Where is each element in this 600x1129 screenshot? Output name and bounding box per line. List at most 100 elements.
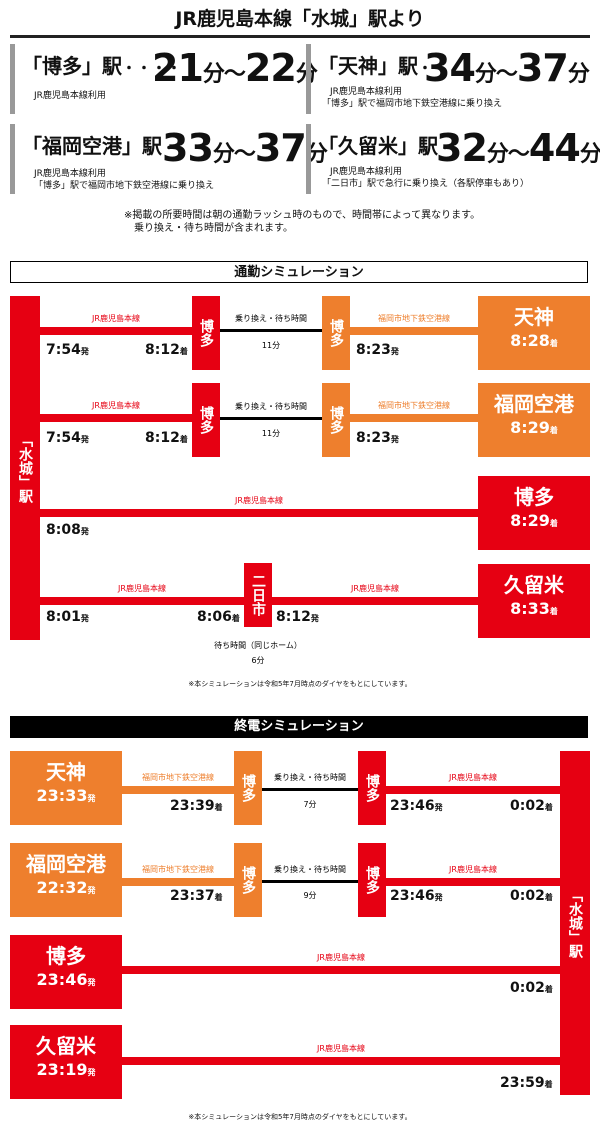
wait-label: 待ち時間（同じホーム） <box>214 641 302 650</box>
subway-line-bar <box>122 878 234 886</box>
hakata-station-box: 博多 <box>192 383 220 457</box>
jr-line-bar <box>122 966 560 974</box>
subway-line-bar <box>350 414 478 422</box>
jr-line-bar <box>272 597 478 605</box>
last-train-footnote: ※本シミュレーションは令和5年7月時点のダイヤをもとにしています。 <box>188 1113 412 1121</box>
hakata-station-box: 博多 <box>192 296 220 370</box>
destination-box-tenjin: 天神 8:28着 <box>478 296 590 370</box>
departure-time: 7:54発 <box>46 430 89 446</box>
arrival-time: 23:59着 <box>500 1075 553 1091</box>
jr-line-label: JR鹿児島本線 <box>92 401 140 410</box>
jr-line-bar <box>40 509 478 517</box>
travel-card-fukuoka-airport: 「福岡空港」駅・ 33分〜37分 JR鹿児島本線利用 「博多」駅で福岡市地下鉄空… <box>10 124 328 194</box>
hakata-subway-box: 博多 <box>234 843 262 917</box>
transfer-minutes: 11分 <box>261 341 281 350</box>
subway-line-label: 福岡市地下鉄空港線 <box>378 401 450 410</box>
card-destination: 「久留米」駅 <box>318 134 438 158</box>
destination-box-fukuoka-airport: 福岡空港 8:29着 <box>478 383 590 457</box>
travel-card-tenjin: 「天神」駅・・ 34分〜37分 JR鹿児島本線利用 「博多」駅で福岡市地下鉄空港… <box>306 44 590 114</box>
page-title: JR鹿児島本線「水城」駅より <box>175 8 425 30</box>
title-divider <box>10 35 590 38</box>
hakata-subway-box: 博多 <box>322 383 350 457</box>
arrival-time: 0:02着 <box>510 888 553 904</box>
card-time: 32分〜44分 <box>436 126 600 170</box>
jr-line-label: JR鹿児島本線 <box>449 773 497 782</box>
jr-line-bar <box>386 878 560 886</box>
card-note: 「二日市」駅で急行に乗り換え（各駅停車もあり） <box>322 179 530 189</box>
destination-box-hakata: 博多 8:29着 <box>478 476 590 550</box>
hakata-subway-box: 博多 <box>234 751 262 825</box>
hakata-subway-box: 博多 <box>322 296 350 370</box>
subway-line-bar <box>350 327 478 335</box>
transfer-line <box>220 329 322 332</box>
origin-box-hakata: 博多 23:46発 <box>10 935 122 1009</box>
header-note: 乗り換え・待ち時間が含まれます。 <box>134 223 293 234</box>
card-note: JR鹿児島本線利用 <box>34 169 106 179</box>
jr-line-label: JR鹿児島本線 <box>351 584 399 593</box>
transfer-label: 乗り換え・待ち時間 <box>235 402 307 411</box>
subway-line-label: 福岡市地下鉄空港線 <box>378 314 450 323</box>
jr-line-bar <box>122 1057 560 1065</box>
hakata-arrival-time: 8:12着 <box>145 430 188 446</box>
card-note: JR鹿児島本線利用 <box>330 87 402 97</box>
subway-departure-time: 8:23発 <box>356 342 399 358</box>
origin-box-fukuoka-airport: 福岡空港 22:32発 <box>10 843 122 917</box>
card-destination: 「博多」駅 <box>22 54 122 78</box>
subway-line-label: 福岡市地下鉄空港線 <box>142 773 214 782</box>
card-destination: 「福岡空港」駅 <box>22 134 162 158</box>
card-time: 33分〜37分 <box>162 126 328 170</box>
card-destination: 「天神」駅 <box>318 54 418 78</box>
destination-box-kurume: 久留米 8:33着 <box>478 564 590 638</box>
commute-heading: 通勤シミュレーション <box>10 261 588 283</box>
transfer-label: 乗り換え・待ち時間 <box>274 773 346 782</box>
jr-departure-time: 23:46発 <box>390 888 443 904</box>
card-time: 21分〜22分 <box>152 46 318 90</box>
hakata-station-box: 博多 <box>358 751 386 825</box>
jr-line-bar <box>386 786 560 794</box>
futsukaichi-arrival-time: 8:06着 <box>197 609 240 625</box>
card-time: 34分〜37分 <box>424 46 590 90</box>
jr-line-bar <box>40 327 192 335</box>
wait-minutes: 6分 <box>251 656 265 665</box>
transfer-line <box>220 417 322 420</box>
subway-departure-time: 8:23発 <box>356 430 399 446</box>
subway-line-label: 福岡市地下鉄空港線 <box>142 865 214 874</box>
hakata-station-box: 博多 <box>358 843 386 917</box>
subway-line-bar <box>122 786 234 794</box>
transfer-minutes: 11分 <box>261 429 281 438</box>
transfer-minutes: 9分 <box>303 891 317 900</box>
card-note: 「博多」駅で福岡市地下鉄空港線に乗り換え <box>322 99 503 109</box>
card-note: 「博多」駅で福岡市地下鉄空港線に乗り換え <box>34 181 215 191</box>
origin-station-box: 「水城」駅 <box>10 296 40 640</box>
origin-box-tenjin: 天神 23:33発 <box>10 751 122 825</box>
departure-time: 8:08発 <box>46 522 89 538</box>
arrival-time: 0:02着 <box>510 980 553 996</box>
departure-time: 8:01発 <box>46 609 89 625</box>
futsukaichi-departure-time: 8:12発 <box>276 609 319 625</box>
card-note: JR鹿児島本線利用 <box>34 91 106 101</box>
transfer-label: 乗り換え・待ち時間 <box>235 314 307 323</box>
card-note: JR鹿児島本線利用 <box>330 167 402 177</box>
transfer-line <box>262 880 358 883</box>
hakata-arrival-time: 23:37着 <box>170 888 223 904</box>
jr-line-label: JR鹿児島本線 <box>449 865 497 874</box>
hakata-arrival-time: 8:12着 <box>145 342 188 358</box>
jr-line-label: JR鹿児島本線 <box>235 496 283 505</box>
arrival-time: 0:02着 <box>510 798 553 814</box>
futsukaichi-station-box: 二日市 <box>244 563 272 627</box>
last-train-heading: 終電シミュレーション <box>10 716 588 738</box>
travel-card-kurume: 「久留米」駅・ 32分〜44分 JR鹿児島本線利用 「二日市」駅で急行に乗り換え… <box>306 124 600 194</box>
travel-card-hakata: 「博多」駅・・・・ 21分〜22分 JR鹿児島本線利用 <box>10 44 318 114</box>
jr-line-label: JR鹿児島本線 <box>92 314 140 323</box>
origin-box-kurume: 久留米 23:19発 <box>10 1025 122 1099</box>
header-note: ※掲載の所要時間は朝の通勤ラッシュ時のもので、時間帯によって異なります。 <box>124 210 481 221</box>
jr-line-bar <box>40 597 244 605</box>
jr-departure-time: 23:46発 <box>390 798 443 814</box>
commute-footnote: ※本シミュレーションは令和5年7月時点のダイヤをもとにしています。 <box>188 680 412 688</box>
transfer-label: 乗り換え・待ち時間 <box>274 865 346 874</box>
jr-line-label: JR鹿児島本線 <box>118 584 166 593</box>
transfer-minutes: 7分 <box>303 800 317 809</box>
transfer-line <box>262 788 358 791</box>
hakata-arrival-time: 23:39着 <box>170 798 223 814</box>
departure-time: 7:54発 <box>46 342 89 358</box>
